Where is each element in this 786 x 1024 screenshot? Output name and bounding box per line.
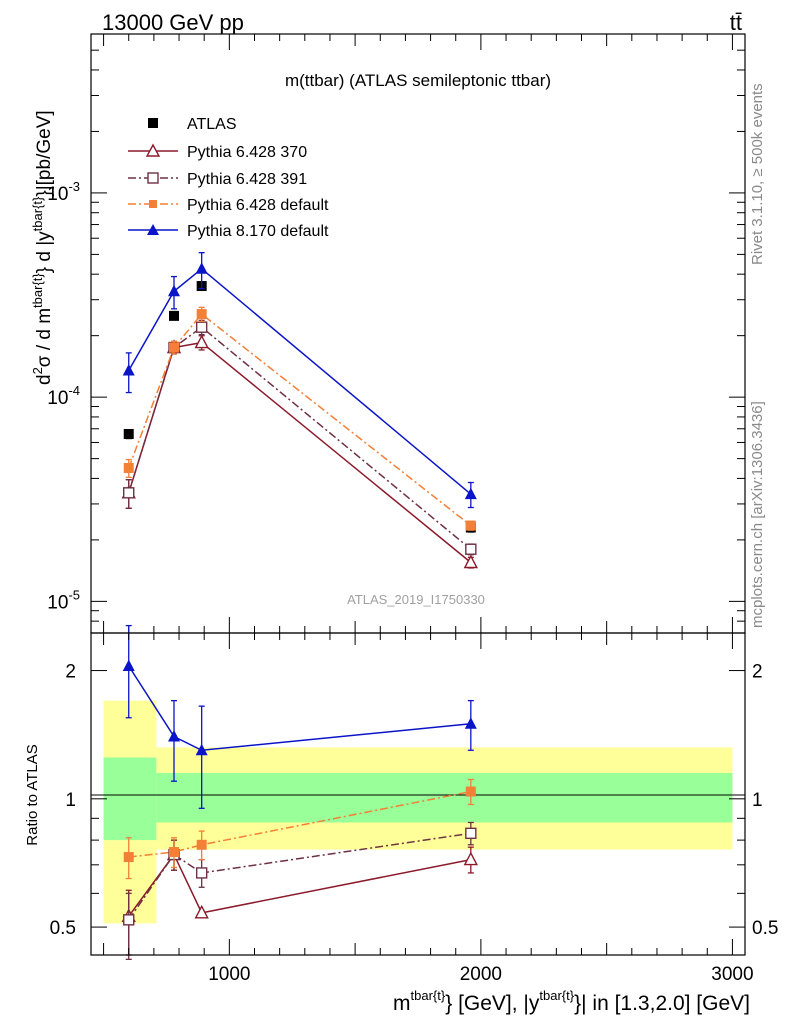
- ratio-plot-frame: [90, 632, 746, 956]
- main-y-tick-label: 10-5: [47, 587, 80, 613]
- side-label-rivet: Rivet 3.1.10, ≥ 500k events: [749, 83, 766, 265]
- ratio-series-layer: [121, 624, 478, 961]
- ratio-point-pythia-6-428-default: [169, 847, 180, 858]
- main-point-pythia-8-170-default: [122, 364, 135, 376]
- legend-label-pythia6-default: Pythia 6.428 default: [187, 197, 329, 214]
- side-label-mcplots: mcplots.cern.ch [arXiv:1306.3436]: [749, 401, 766, 628]
- main-y-tick-label: 10-3: [47, 179, 80, 205]
- ratio-y-tick-label-left: 2: [65, 662, 76, 683]
- main-y-tick-labels: 10-5 10-4 10-3: [47, 179, 80, 613]
- main-point-atlas: [169, 310, 180, 321]
- ratio-y-tick-label-right: 0.5: [752, 918, 778, 939]
- main-series-layer: [121, 251, 478, 569]
- ratio-x-tick-labels: 1000 2000 3000: [208, 964, 753, 985]
- ratio-point-pythia-8-170-default: [122, 659, 135, 671]
- main-line-pythia-6-428-370: [128, 341, 472, 564]
- main-y-tick-label: 10-4: [47, 383, 80, 409]
- main-point-pythia-6-428-370: [463, 554, 478, 569]
- ratio-point-pythia-8-170-default: [195, 743, 208, 756]
- main-point-pythia-6-428-default: [169, 342, 180, 353]
- ratio-point-pythia-6-428-default: [123, 852, 134, 863]
- ratio-point-pythia-6-428-370: [194, 904, 209, 919]
- ratio-y-tick-labels: 0.5 0.5 1 1 2 2: [50, 662, 779, 940]
- x-tick-label: 1000: [208, 964, 250, 985]
- main-point-atlas: [123, 428, 134, 439]
- ratio-y-tick-label-left: 0.5: [50, 918, 76, 939]
- main-line-pythia-6-428-default: [128, 313, 472, 527]
- legend-entry-pythia6-370: Pythia 6.428 370: [128, 143, 307, 161]
- stat-uncertainty-band: [103, 757, 157, 841]
- main-point-pythia-6-428-391: [465, 543, 477, 555]
- main-title: m(ttbar) (ATLAS semileptonic ttbar): [285, 71, 551, 90]
- ratio-point-pythia-8-170-default: [464, 717, 477, 729]
- ratio-point-pythia-6-428-391: [465, 827, 477, 840]
- main-y-axis-label: d2σ / d mtbar{t}} d |ytbar{t}}|[pb/GeV]: [30, 110, 55, 385]
- ratio-y-tick-label-right: 2: [752, 662, 763, 683]
- ratio-point-pythia-6-428-default: [465, 786, 476, 797]
- legend-label-atlas: ATLAS: [187, 116, 237, 133]
- x-tick-label: 2000: [460, 964, 502, 985]
- main-point-pythia-8-170-default: [168, 284, 181, 297]
- ratio-line-pythia-6-428-default: [128, 790, 471, 858]
- main-line-pythia-8-170-default: [128, 267, 472, 495]
- legend-entry-atlas: ATLAS: [148, 116, 237, 133]
- legend-entry-pythia6-391: Pythia 6.428 391: [128, 171, 307, 188]
- legend: ATLAS Pythia 6.428 370 Pythia 6.428 391 …: [128, 116, 329, 240]
- header-process-label: tt̄: [730, 10, 742, 35]
- ratio-error-bands: [103, 700, 733, 924]
- main-point-pythia-8-170-default: [195, 262, 208, 274]
- ratio-point-pythia-6-428-370: [463, 851, 478, 866]
- ratio-line-pythia-6-428-370: [128, 853, 471, 917]
- main-panel: m(ttbar) (ATLAS semileptonic ttbar) ATLA…: [30, 33, 746, 634]
- main-point-pythia-6-428-default: [465, 520, 476, 531]
- ratio-panel: 0.5 0.5 1 1 2 2 1000 2000 3000 Ratio to ATLAS m…: [24, 624, 779, 1015]
- header-energy-label: 13000 GeV pp: [102, 10, 244, 35]
- legend-entry-pythia8-default: Pythia 8.170 default: [128, 223, 329, 240]
- legend-entry-pythia6-default: Pythia 6.428 default: [128, 197, 329, 214]
- main-point-pythia-6-428-370: [194, 334, 209, 349]
- legend-label-pythia6-391: Pythia 6.428 391: [187, 171, 307, 188]
- stat-uncertainty-band: [156, 772, 733, 823]
- x-axis-label: mtbar{t}} [GeV], |ytbar{t}}| in [1.3,2.0…: [393, 988, 750, 1015]
- legend-label-pythia8-default: Pythia 8.170 default: [187, 223, 329, 240]
- ratio-y-tick-label-right: 1: [752, 790, 763, 811]
- ratio-line-pythia-8-170-default: [128, 665, 471, 752]
- main-point-pythia-8-170-default: [464, 487, 477, 500]
- main-point-pythia-6-428-391: [123, 487, 135, 499]
- main-point-pythia-6-428-391: [195, 321, 208, 333]
- main-y-ticks: [91, 33, 745, 634]
- main-point-pythia-6-428-default: [196, 309, 207, 320]
- ratio-point-pythia-6-428-default: [196, 839, 207, 850]
- main-line-pythia-6-428-391: [128, 326, 472, 550]
- watermark: ATLAS_2019_I1750330: [347, 592, 485, 607]
- ratio-point-pythia-8-170-default: [168, 730, 181, 742]
- main-point-pythia-6-428-default: [123, 462, 134, 473]
- ratio-line-pythia-6-428-391: [128, 832, 471, 921]
- ratio-point-pythia-6-428-391: [195, 867, 208, 879]
- ratio-ticks: [91, 633, 745, 955]
- ratio-point-pythia-6-428-391: [123, 914, 135, 926]
- x-tick-label: 3000: [711, 964, 753, 985]
- ratio-y-axis-label: Ratio to ATLAS: [24, 744, 41, 845]
- ratio-y-tick-label-left: 1: [65, 790, 76, 811]
- legend-label-pythia6-370: Pythia 6.428 370: [187, 144, 307, 161]
